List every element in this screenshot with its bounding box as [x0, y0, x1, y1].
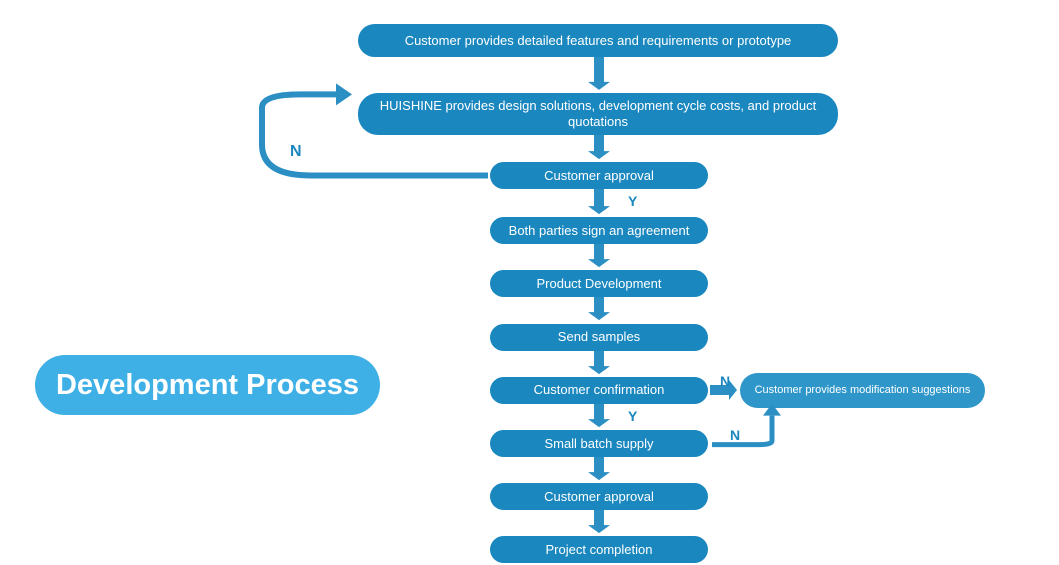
branch-label: Y — [628, 193, 637, 209]
arrow — [584, 187, 614, 216]
branch-label: Y — [628, 408, 637, 424]
arrow — [584, 455, 614, 482]
branch-label: N — [730, 427, 740, 443]
branch-label: N — [720, 373, 730, 389]
flow-node-n1: Customer provides detailed features and … — [358, 24, 838, 57]
arrow — [584, 55, 614, 92]
flow-node-side: Customer provides modification suggestio… — [740, 373, 985, 408]
flow-node-n4: Both parties sign an agreement — [490, 217, 708, 244]
flow-node-n3: Customer approval — [490, 162, 708, 189]
title-pill: Development Process — [35, 355, 380, 415]
arrow — [584, 295, 614, 322]
flow-node-n10: Project completion — [490, 536, 708, 563]
arrow — [584, 349, 614, 376]
flow-node-n6: Send samples — [490, 324, 708, 351]
arrow — [250, 75, 500, 189]
arrow — [584, 402, 614, 429]
arrow — [705, 404, 795, 452]
arrow — [584, 133, 614, 161]
flow-node-n9: Customer approval — [490, 483, 708, 510]
flow-node-n7: Customer confirmation — [490, 377, 708, 404]
branch-label: N — [290, 143, 302, 161]
arrow — [584, 508, 614, 535]
flow-node-n8: Small batch supply — [490, 430, 708, 457]
arrow — [584, 242, 614, 269]
flow-node-n5: Product Development — [490, 270, 708, 297]
